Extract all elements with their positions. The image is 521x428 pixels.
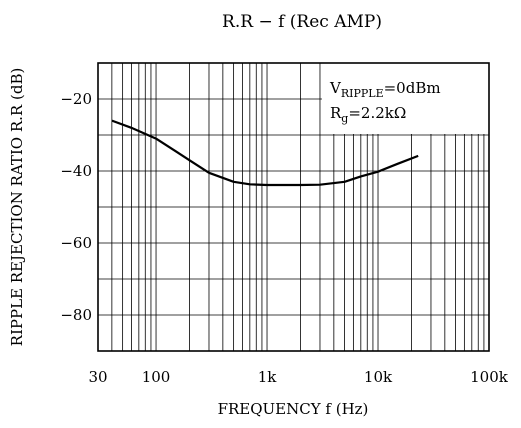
- y-tick-label: −20: [60, 90, 92, 108]
- annotation-box: VRIPPLE=0dBm Rg=2.2kΩ: [322, 63, 489, 134]
- grid: [98, 63, 489, 351]
- x-tick-label: 10k: [364, 368, 393, 386]
- y-tick-label: −40: [60, 162, 92, 180]
- annotation-vripple: VRIPPLE=0dBm: [329, 79, 441, 100]
- y-tick-labels: −20 −40 −60 −80: [60, 90, 92, 324]
- y-tick-label: −60: [60, 234, 92, 252]
- x-axis-label: FREQUENCY f (Hz): [218, 400, 369, 418]
- x-tick-label: 100: [142, 368, 171, 386]
- x-tick-labels: 30 100 1k 10k 100k: [88, 368, 508, 386]
- chart-title: R.R − f (Rec AMP): [222, 12, 382, 32]
- series-layer: [111, 119, 419, 187]
- x-tick-label: 30: [88, 368, 107, 386]
- x-tick-label: 100k: [470, 368, 509, 386]
- annotation-box-background: [322, 63, 489, 134]
- series-line: [111, 119, 419, 187]
- x-tick-label: 1k: [258, 368, 278, 386]
- annotation-rg: Rg=2.2kΩ: [330, 104, 406, 125]
- plot-frame: [97, 62, 490, 352]
- y-axis-label: RIPPLE REJECTION RATIO R.R (dB): [8, 68, 26, 347]
- y-tick-label: −80: [60, 306, 92, 324]
